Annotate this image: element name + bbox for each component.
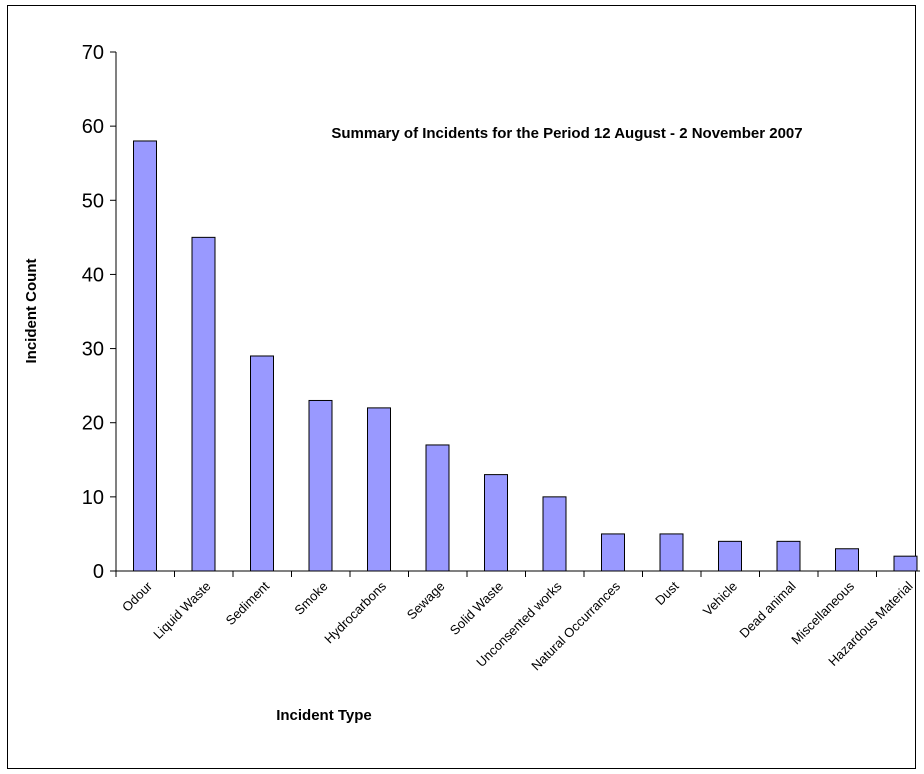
- x-tick-label: Hydrocarbons: [321, 578, 389, 646]
- bar-natural-occurrances: [601, 533, 625, 572]
- chart-title: Summary of Incidents for the Period 12 A…: [331, 125, 802, 142]
- bar-hydrocarbons: [367, 407, 391, 572]
- bar-unconsented-works: [542, 496, 567, 572]
- x-tick-label: Sediment: [223, 578, 273, 628]
- bar-sediment: [250, 355, 274, 572]
- bar-dead-animal: [776, 540, 801, 572]
- y-axis-ticks: 0 10 20 30 40 50 60 70: [82, 42, 116, 583]
- bar-smoke: [308, 399, 333, 572]
- x-tick-label: Smoke: [291, 579, 330, 618]
- x-tick-label: Dead animal: [736, 578, 798, 640]
- y-tick-label: 20: [82, 413, 104, 435]
- bar-miscellaneous: [835, 548, 859, 572]
- x-tick-label: Sewage: [404, 579, 448, 623]
- y-tick-label: 0: [93, 561, 104, 583]
- x-tick-label: Odour: [119, 578, 156, 615]
- chart-frame: [7, 5, 916, 769]
- y-tick-label: 60: [82, 116, 104, 138]
- bars: [133, 140, 918, 572]
- y-tick-label: 10: [82, 487, 104, 509]
- bar-solid-waste: [484, 474, 508, 572]
- x-tick-label: Solid Waste: [447, 579, 506, 638]
- y-tick-label: 40: [82, 264, 104, 286]
- y-tick-label: 30: [82, 339, 104, 361]
- y-tick-label: 70: [82, 42, 104, 64]
- bar-odour: [133, 140, 157, 572]
- bar-hazardous-material: [893, 555, 918, 572]
- bar-dust: [659, 533, 684, 572]
- x-axis-title: Incident Type: [276, 707, 372, 724]
- bar-vehicle: [718, 540, 742, 572]
- bar-sewage: [425, 444, 450, 572]
- x-tick-label: Vehicle: [700, 579, 740, 619]
- y-tick-label: 50: [82, 190, 104, 212]
- x-tick-label: Liquid Waste: [150, 579, 213, 642]
- y-axis-title: Incident Count: [23, 259, 40, 364]
- x-tick-label: Dust: [652, 578, 682, 608]
- bar-liquid-waste: [191, 236, 216, 572]
